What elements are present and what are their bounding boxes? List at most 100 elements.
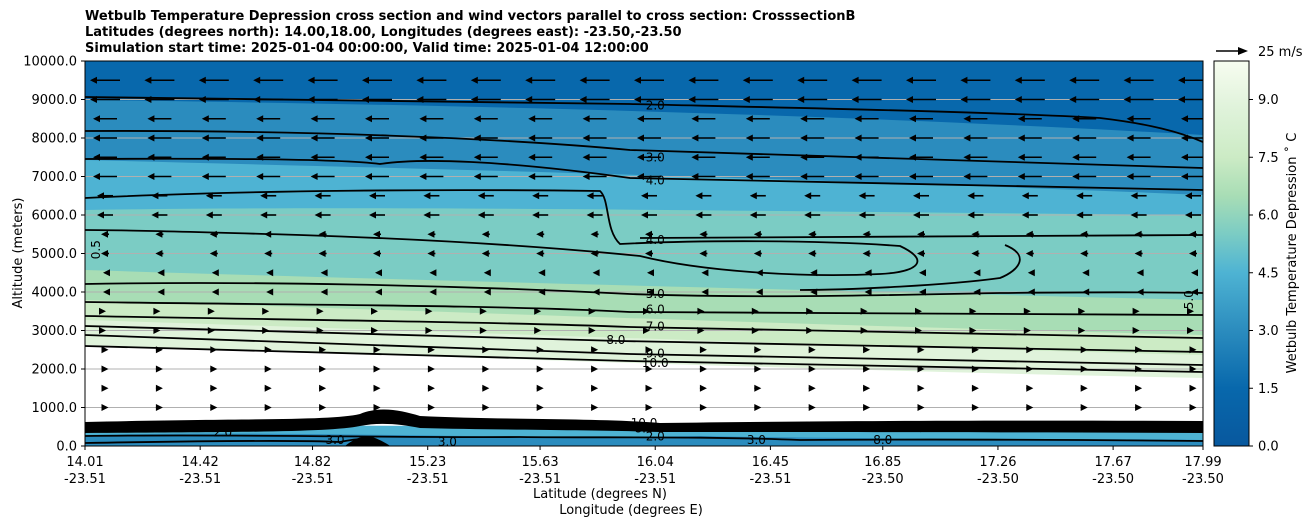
wind-vector-arrow-icon [860, 327, 868, 334]
wind-vector-arrow-icon [810, 288, 818, 296]
wind-vector-arrow-icon [369, 192, 385, 200]
x-tick-label-lat: 14.42 [182, 455, 219, 470]
contour-4b [639, 234, 1203, 239]
wind-vector-arrow-icon [320, 288, 328, 296]
wind-vector-arrow-icon [416, 96, 447, 103]
wind-vector-arrow-icon [971, 365, 979, 373]
wind-vector-arrow-icon [264, 250, 273, 257]
contour-7 [85, 315, 1203, 339]
wind-vector-arrow-icon [645, 346, 653, 354]
wind-vector-arrow-icon [264, 346, 272, 354]
contour-label: 8.0 [606, 333, 625, 347]
wind-vector-arrow-icon [373, 230, 381, 238]
wind-vector-arrow-icon [800, 153, 825, 161]
wind-vector-arrow-icon [591, 346, 599, 354]
wind-vector-arrow-icon [917, 230, 925, 238]
wind-vector-arrow-icon [1026, 365, 1034, 373]
x-tick-label-lat: 16.04 [637, 455, 674, 470]
wind-vector-arrow-icon [691, 134, 716, 142]
wind-vector-arrow-icon [155, 404, 163, 411]
wind-vector-arrow-icon [645, 384, 653, 392]
wind-vector-arrow-icon [808, 365, 816, 373]
wind-vector-arrow-icon [582, 134, 607, 142]
wind-vector-arrow-icon [749, 211, 766, 219]
wind-vector-arrow-icon [155, 384, 163, 392]
wind-vector-arrow-icon [419, 173, 444, 180]
wind-vector-arrow-icon [1187, 307, 1194, 315]
contour-label: 8.0 [634, 422, 653, 436]
wind-vector-arrow-icon [909, 173, 933, 180]
wind-vector-arrow-icon [1080, 346, 1088, 354]
wind-vector-arrow-icon [99, 327, 106, 334]
wind-vector-arrow-icon [699, 404, 707, 411]
wind-vector-arrow-icon [427, 404, 435, 411]
wind-vector-arrow-icon [808, 384, 816, 392]
wind-vector-arrow-icon [645, 404, 653, 411]
x-tick-label-lon: -23.51 [519, 472, 561, 487]
wind-vector-arrow-icon [157, 288, 165, 296]
contour-label: 9.0 [646, 347, 665, 361]
wind-vector-arrow-icon [1185, 211, 1201, 219]
wind-vector-arrow-icon [373, 384, 381, 392]
wind-vector-arrow-icon [917, 365, 925, 373]
wind-vector-arrow-icon [851, 96, 882, 103]
wind-vector-arrow-icon [90, 76, 120, 84]
wind-vector-arrow-icon [963, 115, 988, 123]
wind-vector-arrow-icon [310, 153, 335, 161]
wind-vector-arrow-icon [1134, 250, 1143, 257]
wind-vector-arrow-icon [1072, 153, 1097, 161]
wind-vector-arrow-icon [960, 76, 991, 84]
wind-vector-arrow-icon [210, 365, 218, 373]
wind-vector-arrow-icon [201, 115, 226, 123]
wind-vector-arrow-icon [909, 153, 933, 161]
wind-vector-arrow-icon [963, 173, 988, 180]
wind-vector-arrow-icon [699, 250, 708, 257]
colorbar: 0.0 1.5 3.0 4.5 6.0 7.5 9.0 Wetbulb Temperatur… [1213, 60, 1300, 455]
wind-vector-arrow-icon [745, 134, 770, 142]
wind-vector-arrow-icon [256, 173, 281, 180]
x-axis: 14.01 -23.51 14.42 -23.51 14.82 -23.51 15.23 -2… [64, 446, 1224, 487]
wind-vector-arrow-icon [528, 153, 553, 161]
wind-vector-arrow-icon [144, 96, 175, 103]
y-tick-label: 7000.0 [32, 170, 78, 185]
wind-vector-arrow-icon [971, 230, 980, 238]
wind-vector-arrow-icon [373, 250, 381, 257]
wind-vector-arrow-icon [153, 327, 161, 334]
wind-vector-arrow-icon [1078, 307, 1086, 315]
wind-vector-arrow-icon [804, 192, 821, 200]
wind-vector-arrow-icon [427, 346, 435, 354]
wind-vector-arrow-icon [99, 307, 106, 315]
wind-vector-arrow-icon [864, 288, 872, 296]
wind-vector-arrow-icon [963, 134, 988, 142]
wind-vector-arrow-icon [862, 230, 871, 238]
wind-vector-arrow-icon [429, 288, 437, 296]
wind-vector-arrow-icon [369, 211, 385, 219]
wind-vector-arrow-icon [419, 153, 444, 161]
y-tick-label: 9000.0 [32, 93, 78, 108]
wind-vector-arrow-icon [863, 346, 871, 354]
contour-label: 8.0 [873, 433, 892, 447]
wind-vector-arrow-icon [470, 96, 501, 103]
wind-vector-arrow-icon [536, 384, 544, 392]
x-axis-label-2: Longitude (degrees E) [559, 503, 703, 518]
wind-vector-arrow-icon [482, 404, 490, 411]
wind-vector-arrow-icon [90, 96, 120, 103]
wind-vector-arrow-icon [1026, 346, 1034, 354]
wind-vector-arrow-icon [643, 327, 650, 334]
wind-vector-arrow-icon [971, 384, 979, 392]
wind-vector-arrow-icon [913, 192, 929, 200]
wind-vector-arrow-icon [419, 115, 444, 123]
wind-vector-arrow-icon [969, 327, 977, 334]
wind-vector-arrow-icon [755, 269, 763, 277]
wind-vector-arrow-icon [210, 384, 218, 392]
wind-vector-arrow-icon [93, 153, 117, 161]
x-tick-label-lon: -23.51 [749, 472, 791, 487]
wind-vector-arrow-icon [101, 230, 109, 238]
contour-label: 0.5 [89, 240, 103, 259]
wind-vector-arrow-icon [375, 269, 382, 277]
wind-vector-arrow-icon [473, 153, 498, 161]
wind-vector-arrow-icon [256, 134, 281, 142]
wind-vector-arrow-icon [973, 288, 981, 296]
contour-label: 3.0 [646, 150, 665, 164]
